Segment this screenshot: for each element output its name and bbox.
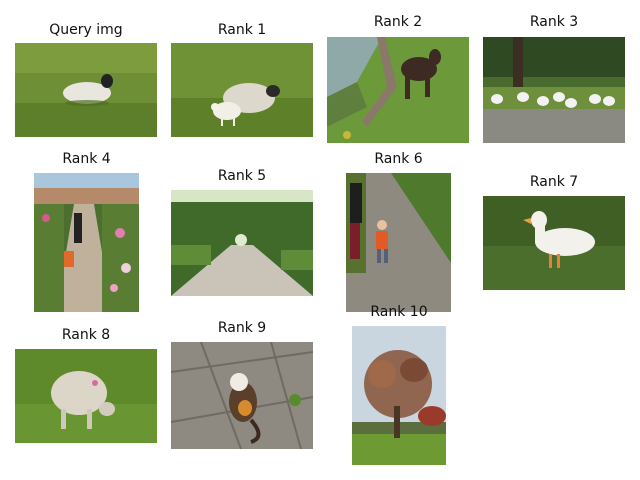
rank-2-caption: Rank 2 xyxy=(373,14,423,30)
query-cell: Query img xyxy=(15,20,157,138)
rank-1-image-sheep-lamb xyxy=(171,43,313,137)
query-image-sheep-lying xyxy=(15,43,157,137)
rank-5-image-tree-lane xyxy=(171,190,313,296)
rank-6-image-child-walking xyxy=(346,173,451,312)
rank-2-cell: Rank 2 xyxy=(327,12,469,144)
rank-6-caption: Rank 6 xyxy=(374,151,423,167)
rank-3-image-geese xyxy=(483,37,625,143)
query-caption: Query img xyxy=(49,22,123,38)
rank-10-cell: Rank 10 xyxy=(352,302,446,466)
rank-2-image-dog-branch xyxy=(327,37,469,143)
rank-9-cell: Rank 9 xyxy=(171,318,313,450)
rank-7-caption: Rank 7 xyxy=(529,174,579,190)
rank-7-image-white-duck xyxy=(483,196,625,290)
rank-7-cell: Rank 7 xyxy=(483,172,625,290)
rank-3-cell: Rank 3 xyxy=(483,12,625,144)
rank-1-caption: Rank 1 xyxy=(217,22,267,38)
rank-4-cell: Rank 4 xyxy=(34,149,139,313)
rank-9-caption: Rank 9 xyxy=(217,320,267,336)
rank-6-cell: Rank 6 xyxy=(346,149,451,313)
rank-5-cell: Rank 5 xyxy=(171,166,313,297)
rank-10-caption: Rank 10 xyxy=(370,304,428,320)
rank-3-caption: Rank 3 xyxy=(529,14,579,30)
rank-8-caption: Rank 8 xyxy=(61,327,111,343)
rank-9-image-cat-on-paving xyxy=(171,342,313,449)
rank-1-cell: Rank 1 xyxy=(171,20,313,138)
rank-8-image-sheep-grazing xyxy=(15,349,157,443)
rank-8-cell: Rank 8 xyxy=(15,325,157,443)
rank-4-caption: Rank 4 xyxy=(62,151,111,167)
rank-5-caption: Rank 5 xyxy=(217,168,267,184)
rank-10-image-autumn-tree xyxy=(352,326,446,465)
rank-4-image-garden-path xyxy=(34,173,139,312)
